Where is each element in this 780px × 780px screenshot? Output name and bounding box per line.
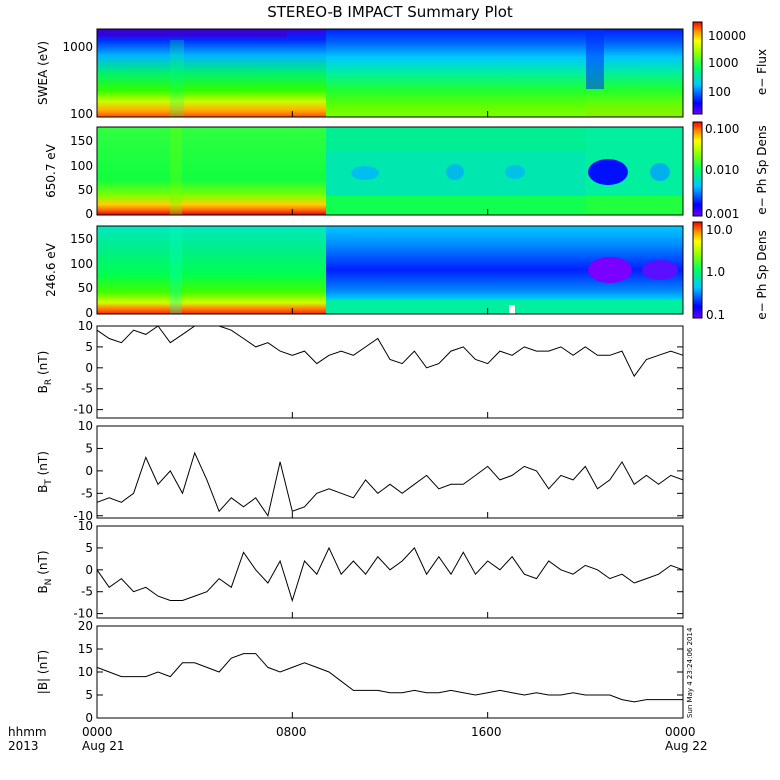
xtick-date-label: Aug 21 bbox=[82, 739, 125, 753]
ytick-label: -10 bbox=[73, 509, 93, 523]
ytick-label: 0 bbox=[85, 711, 93, 725]
bt-series-line bbox=[96, 451, 684, 518]
swea-cbar-tick: 10000 bbox=[708, 29, 746, 43]
corner-label-bottom: 2013 bbox=[8, 739, 39, 753]
colorbar-246: 10.0 1.0 0.1 e− Ph Sp Dens bbox=[692, 221, 769, 322]
ytick-label: 0 bbox=[85, 464, 93, 478]
chart-title: STEREO-B IMPACT Summary Plot bbox=[267, 3, 513, 21]
yticks-246: 150 100 50 0 bbox=[70, 232, 93, 320]
ytick-label-246: 150 bbox=[70, 232, 93, 246]
swea-cbar-tick: 1000 bbox=[708, 56, 739, 70]
plot-timestamp: Sun May 4 23:24:06 2014 bbox=[686, 627, 694, 718]
corner-label-top: hhmm bbox=[8, 725, 47, 739]
br-ylabel-base: B bbox=[36, 385, 50, 393]
bt-ylabel-base: B bbox=[36, 485, 50, 493]
bn-ylabel-base: B bbox=[36, 585, 50, 593]
bn-series-line bbox=[96, 546, 684, 603]
br-ylabel: BR (nT) bbox=[36, 351, 54, 394]
ytick-label: 5 bbox=[85, 688, 93, 702]
cbar-tick-246: 10.0 bbox=[706, 223, 733, 237]
ytick-label-650: 0 bbox=[85, 207, 93, 221]
cbar-label-246: e− Ph Sp Dens bbox=[755, 230, 769, 319]
btot-yticks: 20 15 10 5 0 bbox=[78, 619, 683, 725]
panel-swea: SWEA (eV) 1000 100 10000 1000 100 e− Flu… bbox=[36, 21, 769, 121]
cbar-tick-650: 0.010 bbox=[705, 163, 739, 177]
panel-btot: 20 15 10 5 0 |B| (nT) bbox=[36, 619, 684, 725]
panel-650: 650.7 eV 150 100 50 0 0.100 0.010 0.001 … bbox=[44, 121, 769, 221]
btot-series-line bbox=[96, 653, 683, 703]
swea-yticks: 1000 100 bbox=[62, 40, 93, 121]
swea-heatmap bbox=[97, 29, 683, 117]
bn-yticks: 10 5 0 -5 -10 bbox=[73, 519, 683, 621]
panel-br: 10 5 0 -5 -10 BR (nT) bbox=[36, 319, 684, 419]
panel-246: 246.6 eV 150 100 50 0 10.0 1.0 0.1 e− Ph… bbox=[44, 221, 769, 322]
btot-ylabel: |B| (nT) bbox=[36, 650, 50, 694]
xtick-label: 0000 bbox=[82, 725, 113, 739]
ytick-label: 15 bbox=[78, 642, 93, 656]
time-axis-labels: hhmm 2013 0000 0800 1600 0000 Aug 21 Aug… bbox=[8, 725, 708, 753]
ytick-label-246: 0 bbox=[85, 306, 93, 320]
ytick-label-650: 150 bbox=[70, 134, 93, 148]
ytick-label: 10 bbox=[78, 519, 93, 533]
swea-ytick-label: 100 bbox=[70, 107, 93, 121]
br-yticks: 10 5 0 -5 -10 bbox=[73, 319, 683, 417]
bt-yticks: 10 5 0 -5 -10 bbox=[73, 419, 683, 523]
yticks-650: 150 100 50 0 bbox=[70, 134, 93, 221]
xtick-label: 0800 bbox=[276, 725, 307, 739]
bn-ylabel-unit: (nT) bbox=[36, 550, 50, 578]
time-axis-ticks bbox=[96, 111, 684, 718]
swea-ylabel: SWEA (eV) bbox=[36, 41, 50, 105]
ytick-label-650: 50 bbox=[78, 183, 93, 197]
br-ylabel-sub: R bbox=[44, 379, 54, 385]
bt-ylabel-sub: T bbox=[44, 479, 54, 486]
ylabel-246: 246.6 eV bbox=[44, 242, 58, 297]
xtick-label: 1600 bbox=[471, 725, 502, 739]
ytick-label: 0 bbox=[85, 361, 93, 375]
panel-bn: 10 5 0 -5 -10 BN (nT) bbox=[36, 519, 684, 621]
swea-cbar-label: e− Flux bbox=[755, 49, 769, 95]
ytick-label: 5 bbox=[85, 441, 93, 455]
ytick-label: -5 bbox=[81, 382, 93, 396]
ytick-label: -10 bbox=[73, 607, 93, 621]
ytick-label: -10 bbox=[73, 403, 93, 417]
ylabel-650: 650.7 eV bbox=[44, 143, 58, 198]
swea-colorbar: 10000 1000 100 e− Flux bbox=[692, 21, 769, 115]
bn-ylabel-sub: N bbox=[44, 579, 54, 586]
ytick-label: 5 bbox=[85, 340, 93, 354]
bt-ylabel: BT (nT) bbox=[36, 451, 54, 493]
ytick-label: 0 bbox=[85, 563, 93, 577]
bt-ylabel-unit: (nT) bbox=[36, 451, 50, 479]
cbar-tick-246: 0.1 bbox=[706, 308, 725, 322]
br-series-line bbox=[96, 325, 684, 378]
panel-bt: 10 5 0 -5 -10 BT (nT) bbox=[36, 419, 684, 523]
cbar-tick-246: 1.0 bbox=[706, 265, 725, 279]
xtick-label: 0000 bbox=[665, 725, 696, 739]
bn-ylabel: BN (nT) bbox=[36, 550, 54, 593]
ytick-label: 10 bbox=[78, 419, 93, 433]
ytick-label: 20 bbox=[78, 619, 93, 633]
ytick-label-650: 100 bbox=[70, 159, 93, 173]
ytick-label: -5 bbox=[81, 486, 93, 500]
ytick-label: 5 bbox=[85, 541, 93, 555]
heatmap-246 bbox=[97, 226, 683, 314]
br-ylabel-unit: (nT) bbox=[36, 351, 50, 379]
cbar-tick-650: 0.100 bbox=[705, 122, 739, 136]
heatmap-650 bbox=[97, 127, 683, 215]
cbar-label-650: e− Ph Sp Dens bbox=[755, 125, 769, 214]
ytick-label-246: 50 bbox=[78, 281, 93, 295]
ytick-label: 10 bbox=[78, 665, 93, 679]
colorbar-650: 0.100 0.010 0.001 e− Ph Sp Dens bbox=[692, 121, 769, 221]
ytick-label: 10 bbox=[78, 319, 93, 333]
xtick-date-label: Aug 22 bbox=[665, 739, 708, 753]
cbar-tick-650: 0.001 bbox=[705, 207, 739, 221]
ytick-label-246: 100 bbox=[70, 257, 93, 271]
ytick-label: -5 bbox=[81, 585, 93, 599]
swea-cbar-tick: 100 bbox=[708, 85, 731, 99]
swea-ytick-label: 1000 bbox=[62, 40, 93, 54]
